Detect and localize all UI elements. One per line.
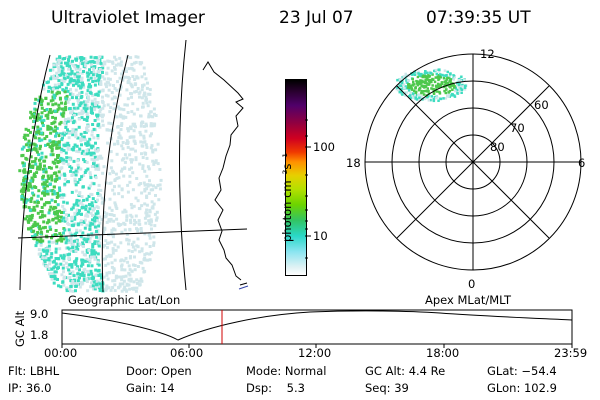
status-ip: IP: 36.0: [8, 381, 52, 395]
coastline: [202, 61, 248, 286]
status-door: Door: Open: [126, 364, 192, 378]
status-gc-alt: GC Alt: 4.4 Re: [365, 364, 446, 378]
geographic-caption: Geographic Lat/Lon: [68, 293, 181, 307]
image-date: 23 Jul 07: [279, 8, 354, 28]
aurora-emission: [18, 55, 163, 293]
altitude-x-ticks: [61, 344, 573, 348]
mlt-label-12: 12: [480, 47, 495, 61]
status-seq: Seq: 39: [365, 381, 409, 395]
mlt-label-6: 6: [578, 156, 586, 170]
altitude-plot-frame: [61, 309, 573, 345]
status-glon: GLon: 102.9: [487, 381, 557, 395]
mlat-label-80: 80: [490, 140, 505, 154]
altitude-tick-1-8: 1.8: [30, 328, 49, 342]
altitude-axis-title: GC Alt: [13, 310, 27, 347]
status-glat: GLat: −54.4: [487, 364, 557, 378]
mlt-label-0: 0: [468, 277, 476, 291]
coastline-island: [238, 285, 249, 290]
instrument-title: Ultraviolet Imager: [51, 8, 205, 28]
time-tick-0600: 06:00: [170, 346, 204, 360]
altitude-tick-9: 9.0: [30, 307, 49, 321]
mlat-label-70: 70: [510, 121, 525, 135]
status-mode: Mode: Normal: [246, 364, 327, 378]
status-gain: Gain: 14: [126, 381, 175, 395]
time-tick-1800: 18:00: [426, 346, 460, 360]
apex-caption: Apex MLat/MLT: [425, 293, 512, 307]
geographic-grid: [17, 39, 248, 293]
mlt-label-18: 18: [346, 156, 361, 170]
colorbar-tick-100: 100: [313, 140, 335, 154]
status-filter: Flt: LBHL: [8, 364, 60, 378]
time-tick-1200: 12:00: [298, 346, 332, 360]
time-tick-2359: 23:59: [554, 346, 588, 360]
status-dsp: Dsp: 5.3: [246, 381, 305, 395]
altitude-curve: [61, 310, 573, 341]
time-tick-0000: 00:00: [44, 346, 78, 360]
mlat-label-60: 60: [534, 98, 549, 112]
polar-grid: [364, 53, 582, 271]
colorbar: [285, 79, 307, 276]
image-time: 07:39:35 UT: [426, 8, 531, 28]
colorbar-tick-10: 10: [313, 229, 328, 243]
